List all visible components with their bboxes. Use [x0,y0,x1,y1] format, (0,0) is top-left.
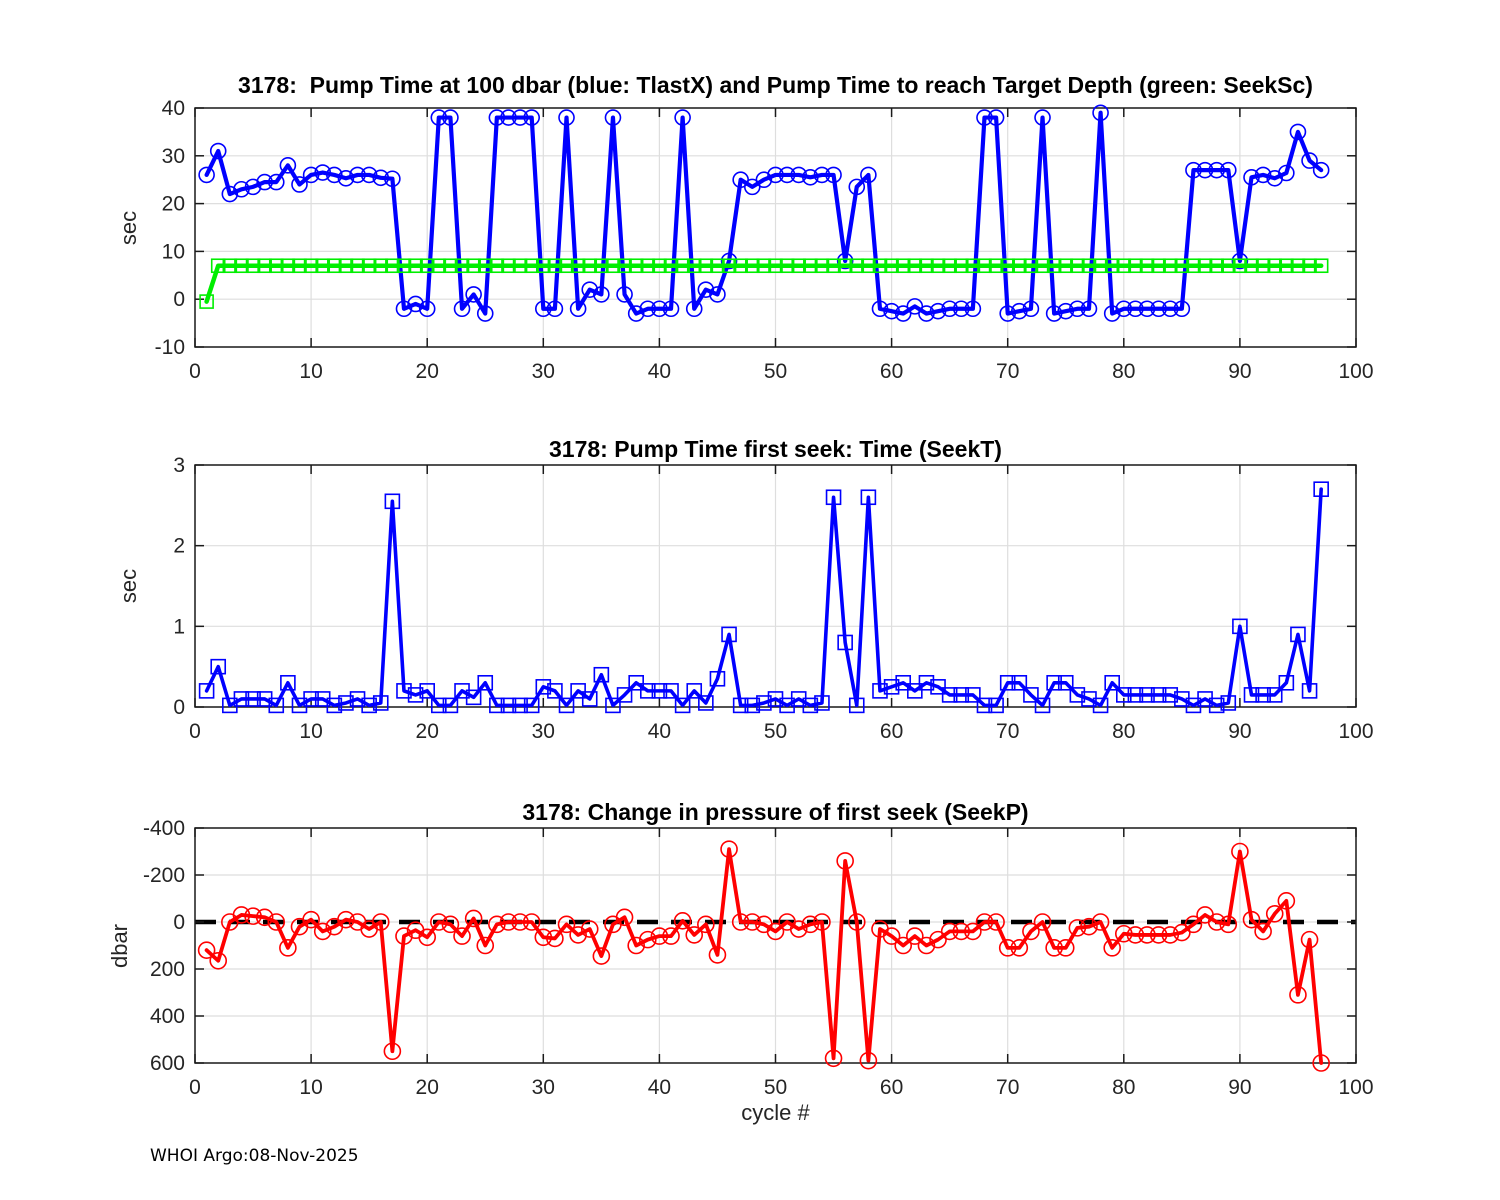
series-line-TlastX [204,110,1324,316]
x-tick-label: 20 [416,1076,439,1099]
x-tick-label: 50 [764,360,787,383]
x-tick-label: 0 [189,720,201,743]
seek-time-plot-title: 3178: Pump Time first seek: Time (SeekT) [549,436,1002,462]
y-tick-label: 3 [173,454,185,477]
x-tick-label: 20 [416,720,439,743]
x-tick-label: 30 [532,720,555,743]
y-tick-label: 0 [173,288,185,311]
x-tick-label: 10 [299,720,322,743]
y-tick-label: -10 [155,336,185,359]
x-tick-label: 90 [1228,1076,1251,1099]
x-tick-label: 80 [1112,1076,1135,1099]
y-tick-label: 600 [150,1052,185,1075]
x-tick-label: 90 [1228,720,1251,743]
x-tick-label: 50 [764,1076,787,1099]
x-tick-label: 30 [532,360,555,383]
x-tick-label: 80 [1112,360,1135,383]
x-tick-label: 10 [299,1076,322,1099]
x-tick-label: 70 [996,720,1019,743]
footer-text: WHOI Argo:08-Nov-2025 [150,1146,359,1166]
x-tick-label: 30 [532,1076,555,1099]
x-tick-label: 50 [764,720,787,743]
x-tick-label: 40 [648,720,671,743]
series-line-SeekSc [204,263,1324,304]
y-tick-label: -200 [143,864,185,887]
y-tick-label: 200 [150,958,185,981]
y-tick-label: 1 [173,615,185,638]
y-tick-label: 30 [162,145,185,168]
y-tick-label: 2 [173,535,185,558]
x-tick-label: 70 [996,360,1019,383]
x-tick-label: 70 [996,1076,1019,1099]
y-tick-label: 40 [162,97,185,120]
y-tick-label: 0 [173,911,185,934]
y-tick-label: 10 [162,240,185,263]
x-tick-label: 0 [189,1076,201,1099]
x-tick-label: 90 [1228,360,1251,383]
seek-time-y-axis-label: sec [116,568,141,604]
y-tick-label: 20 [162,193,185,216]
x-tick-label: 100 [1338,360,1373,383]
y-tick-label: 400 [150,1005,185,1028]
x-tick-label: 0 [189,360,201,383]
series-line-SeekP [204,847,1324,1065]
y-tick-label: -400 [143,817,185,840]
seek-pressure-plot-title: 3178: Change in pressure of first seek (… [522,799,1029,825]
pump-time-y-axis-label: sec [116,210,141,246]
x-tick-label: 60 [880,360,903,383]
x-tick-label: 100 [1338,720,1373,743]
x-tick-label: 40 [648,1076,671,1099]
x-tick-label: 60 [880,1076,903,1099]
x-tick-label: 40 [648,360,671,383]
y-tick-label: 0 [173,696,185,719]
x-axis-label: cycle # [741,1100,810,1125]
x-tick-label: 80 [1112,720,1135,743]
series-line-SeekT [204,487,1323,708]
x-tick-label: 100 [1338,1076,1373,1099]
x-tick-label: 60 [880,720,903,743]
pump-time-plot-title: 3178: Pump Time at 100 dbar (blue: Tlast… [238,72,1313,98]
x-tick-label: 10 [299,360,322,383]
x-tick-label: 20 [416,360,439,383]
seek-pressure-y-axis-label: dbar [107,923,132,969]
